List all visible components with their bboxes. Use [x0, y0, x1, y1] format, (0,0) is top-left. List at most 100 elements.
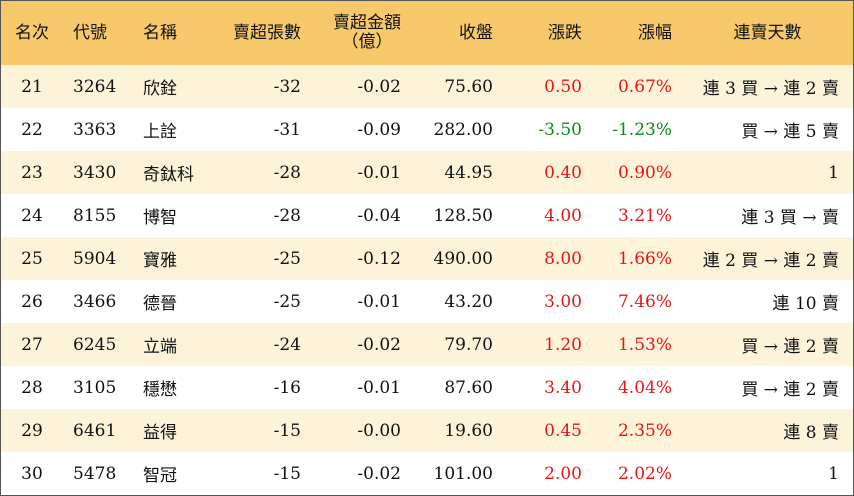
cell-change: 0.40 [544, 162, 582, 183]
cell-rank: 24 [21, 205, 43, 226]
cell-change-pct: 1.53% [617, 334, 672, 355]
header-change: 漲跌 [548, 22, 582, 43]
header-rank: 名次 [15, 22, 49, 43]
cell-close: 87.60 [444, 377, 493, 398]
cell-change-pct: 7.46% [617, 291, 672, 312]
header-streak: 連賣天數 [733, 22, 802, 43]
cell-net-sell-amount: -0.02 [357, 76, 401, 97]
table-row: 29 6461 益得 -15 -0.00 19.60 0.45 2.35% 連 … [1, 409, 853, 452]
cell-change: 3.40 [544, 377, 582, 398]
header-close: 收盤 [459, 22, 493, 43]
cell-name: 奇鈦科 [143, 165, 194, 185]
cell-close: 490.00 [433, 248, 493, 269]
header-name: 名稱 [143, 22, 177, 43]
table-header-row: 名次 代號 名稱 賣超張數 賣超金額 （億） 收盤 漲跌 漲幅 連賣天數 [1, 1, 853, 65]
cell-close: 75.60 [444, 76, 493, 97]
cell-code: 6461 [73, 420, 117, 441]
cell-code: 3363 [73, 119, 117, 140]
cell-net-sell-lots: -16 [273, 377, 301, 398]
table-row: 28 3105 穩懋 -16 -0.01 87.60 3.40 4.04% 買 … [1, 366, 853, 409]
cell-change-pct: 0.67% [617, 76, 672, 97]
cell-rank: 26 [21, 291, 43, 312]
cell-streak: 1 [828, 463, 839, 484]
cell-streak: 連 3 買 → 連 2 賣 [702, 79, 839, 99]
table-body: 21 3264 欣銓 -32 -0.02 75.60 0.50 0.67% 連 … [1, 65, 853, 495]
cell-code: 3466 [73, 291, 117, 312]
cell-change: 2.00 [544, 463, 582, 484]
cell-name: 德晉 [143, 294, 177, 314]
cell-net-sell-lots: -28 [273, 205, 301, 226]
cell-name: 博智 [143, 208, 177, 228]
cell-rank: 28 [21, 377, 43, 398]
cell-code: 3105 [73, 377, 117, 398]
cell-name: 穩懋 [143, 380, 177, 400]
cell-change: 0.50 [544, 76, 582, 97]
table-row: 22 3363 上詮 -31 -0.09 282.00 -3.50 -1.23%… [1, 108, 853, 151]
cell-close: 128.50 [433, 205, 493, 226]
cell-code: 5904 [73, 248, 117, 269]
cell-close: 19.60 [444, 420, 493, 441]
cell-close: 79.70 [444, 334, 493, 355]
cell-rank: 22 [21, 119, 43, 140]
cell-change-pct: 2.02% [617, 463, 672, 484]
cell-net-sell-amount: -0.02 [357, 334, 401, 355]
cell-net-sell-amount: -0.01 [357, 162, 401, 183]
table-row: 23 3430 奇鈦科 -28 -0.01 44.95 0.40 0.90% 1 [1, 151, 853, 194]
cell-change-pct: 4.04% [617, 377, 672, 398]
cell-change: 4.00 [544, 205, 582, 226]
cell-code: 5478 [73, 463, 117, 484]
cell-net-sell-lots: -31 [273, 119, 301, 140]
cell-streak: 連 10 賣 [772, 294, 839, 314]
cell-code: 8155 [73, 205, 117, 226]
cell-streak: 買 → 連 2 賣 [741, 337, 839, 357]
header-code: 代號 [73, 22, 107, 43]
cell-rank: 21 [21, 76, 43, 97]
cell-change-pct: 2.35% [617, 420, 672, 441]
cell-streak: 連 8 賣 [783, 423, 839, 443]
cell-code: 3264 [73, 76, 117, 97]
cell-code: 3430 [73, 162, 117, 183]
cell-net-sell-amount: -0.09 [357, 119, 401, 140]
cell-name: 益得 [143, 423, 177, 443]
cell-change: 8.00 [544, 248, 582, 269]
table-row: 25 5904 寶雅 -25 -0.12 490.00 8.00 1.66% 連… [1, 237, 853, 280]
cell-streak: 1 [828, 162, 839, 183]
cell-change: 3.00 [544, 291, 582, 312]
cell-rank: 25 [21, 248, 43, 269]
cell-net-sell-lots: -15 [273, 420, 301, 441]
table-row: 30 5478 智冠 -15 -0.02 101.00 2.00 2.02% 1 [1, 452, 853, 495]
table-row: 21 3264 欣銓 -32 -0.02 75.60 0.50 0.67% 連 … [1, 65, 853, 108]
cell-name: 上詮 [143, 122, 177, 142]
cell-net-sell-amount: -0.02 [357, 463, 401, 484]
cell-streak: 買 → 連 2 賣 [741, 380, 839, 400]
cell-net-sell-amount: -0.01 [357, 377, 401, 398]
cell-rank: 29 [21, 420, 43, 441]
cell-name: 欣銓 [143, 79, 177, 99]
cell-change-pct: 1.66% [617, 248, 672, 269]
cell-net-sell-amount: -0.04 [357, 205, 401, 226]
cell-net-sell-amount: -0.01 [357, 291, 401, 312]
cell-change-pct: 3.21% [617, 205, 672, 226]
header-net-sell-amount-unit: （億） [341, 32, 393, 52]
header-change-pct: 漲幅 [638, 22, 672, 43]
cell-code: 6245 [73, 334, 117, 355]
header-net-sell-lots: 賣超張數 [233, 22, 301, 43]
cell-rank: 23 [21, 162, 43, 183]
cell-streak: 買 → 連 5 賣 [741, 122, 839, 142]
cell-change: 1.20 [544, 334, 582, 355]
cell-net-sell-lots: -15 [273, 463, 301, 484]
cell-name: 立端 [143, 337, 177, 357]
header-net-sell-amount-label: 賣超金額 [333, 13, 401, 33]
cell-net-sell-lots: -25 [273, 291, 301, 312]
cell-streak: 連 2 買 → 連 2 賣 [702, 251, 839, 271]
table-row: 27 6245 立端 -24 -0.02 79.70 1.20 1.53% 買 … [1, 323, 853, 366]
table-row: 24 8155 博智 -28 -0.04 128.50 4.00 3.21% 連… [1, 194, 853, 237]
cell-net-sell-amount: -0.00 [357, 420, 401, 441]
cell-close: 282.00 [433, 119, 493, 140]
cell-close: 44.95 [444, 162, 493, 183]
table-row: 26 3466 德晉 -25 -0.01 43.20 3.00 7.46% 連 … [1, 280, 853, 323]
cell-name: 寶雅 [143, 251, 177, 271]
cell-net-sell-amount: -0.12 [357, 248, 401, 269]
